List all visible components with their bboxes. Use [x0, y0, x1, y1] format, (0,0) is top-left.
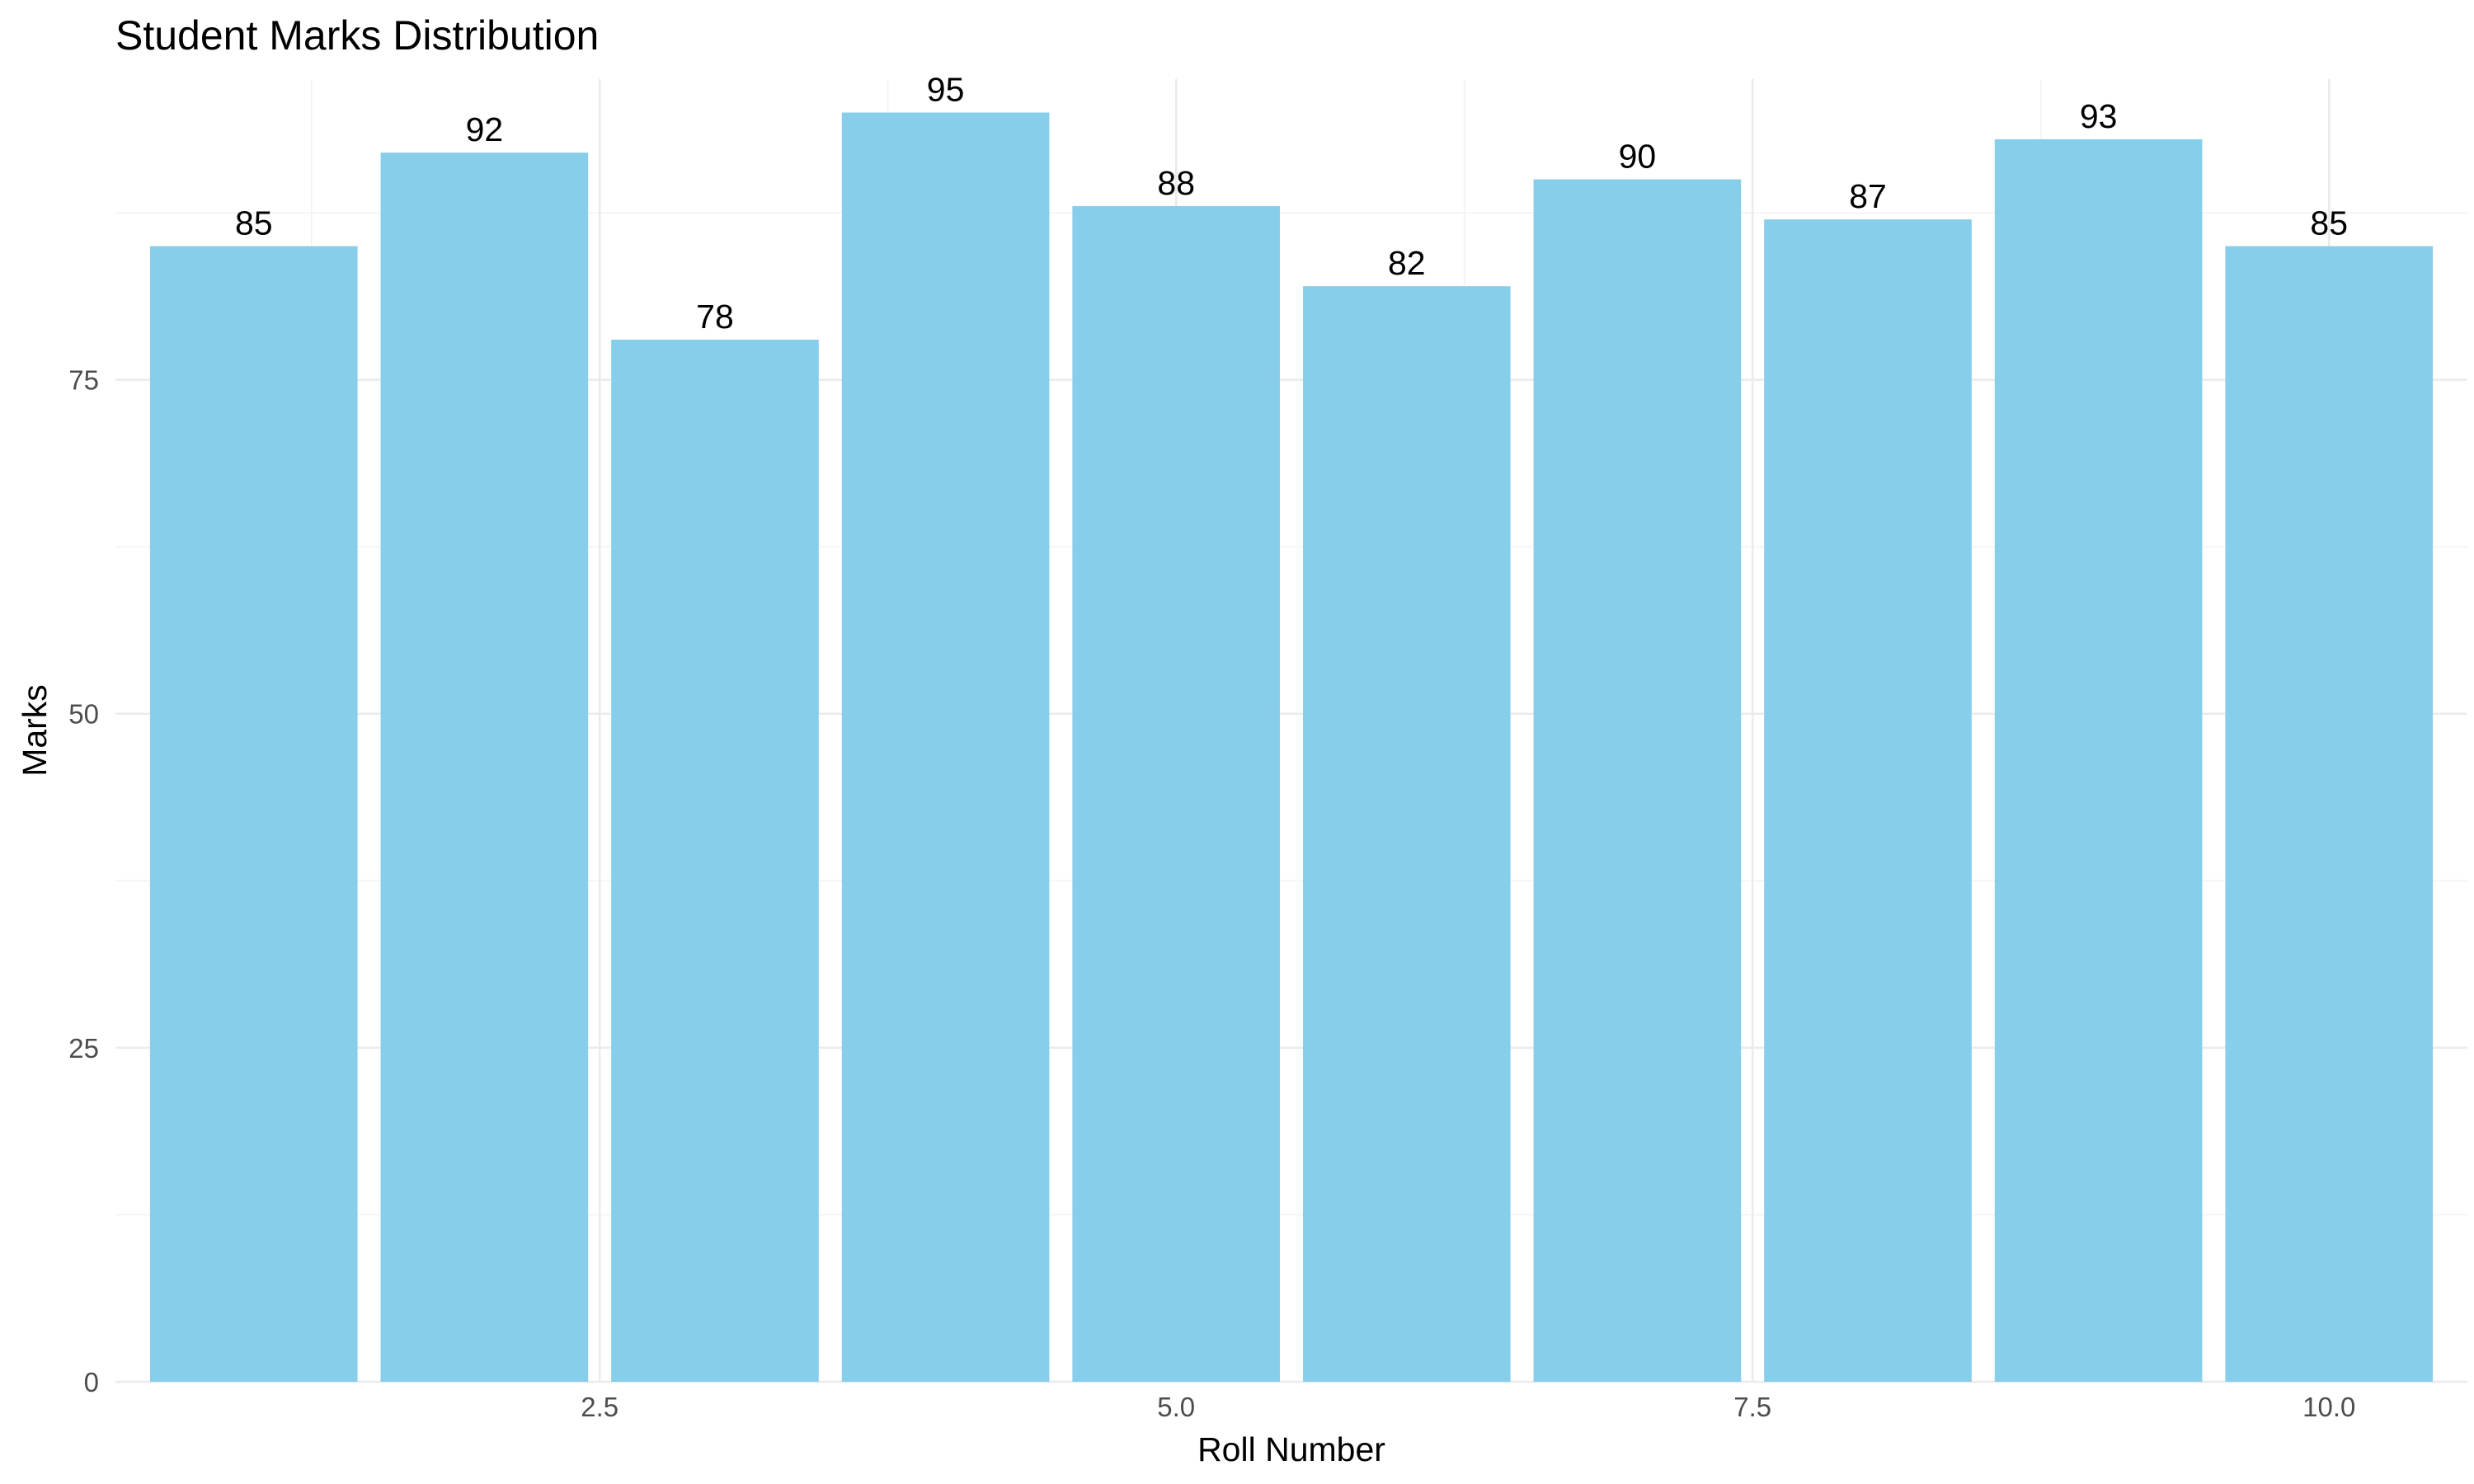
- bar: [841, 112, 1050, 1382]
- x-tick-label: 10.0: [2302, 1392, 2355, 1422]
- bar: [1764, 219, 1972, 1383]
- data-label: 85: [235, 204, 273, 242]
- x-tick-label: 5.0: [1157, 1392, 1195, 1422]
- bar: [1533, 179, 1742, 1383]
- data-label: 93: [2080, 97, 2118, 135]
- bar: [149, 246, 358, 1383]
- bars: [149, 112, 2434, 1383]
- data-labels: 85 92 78 95 88 82 90 87 93 85: [235, 71, 2348, 336]
- chart-title: Student Marks Distribution: [115, 12, 599, 59]
- bar: [1994, 139, 2203, 1382]
- x-axis-title: Roll Number: [1197, 1430, 1385, 1468]
- tick-labels: 2.5 5.0 7.5 10.0 0 25 50 75: [68, 365, 2355, 1422]
- y-tick-label: 25: [68, 1033, 99, 1064]
- bar: [1302, 286, 1511, 1383]
- x-tick-label: 2.5: [581, 1392, 618, 1422]
- x-tick-label: 7.5: [1733, 1392, 1771, 1422]
- y-tick-label: 75: [68, 365, 99, 396]
- bar: [380, 153, 589, 1383]
- data-label: 90: [1619, 138, 1657, 176]
- y-tick-label: 0: [84, 1367, 99, 1397]
- y-tick-label: 50: [68, 699, 99, 730]
- data-label: 85: [2310, 204, 2348, 242]
- bar: [1072, 205, 1281, 1382]
- data-label: 95: [927, 71, 965, 109]
- data-label: 87: [1849, 177, 1887, 215]
- data-label: 82: [1388, 244, 1426, 282]
- bar: [2225, 246, 2434, 1383]
- y-axis-title: Marks: [16, 684, 54, 777]
- bar: [611, 340, 819, 1382]
- data-label: 88: [1157, 164, 1195, 202]
- data-label: 92: [466, 110, 504, 148]
- data-label: 78: [696, 298, 734, 336]
